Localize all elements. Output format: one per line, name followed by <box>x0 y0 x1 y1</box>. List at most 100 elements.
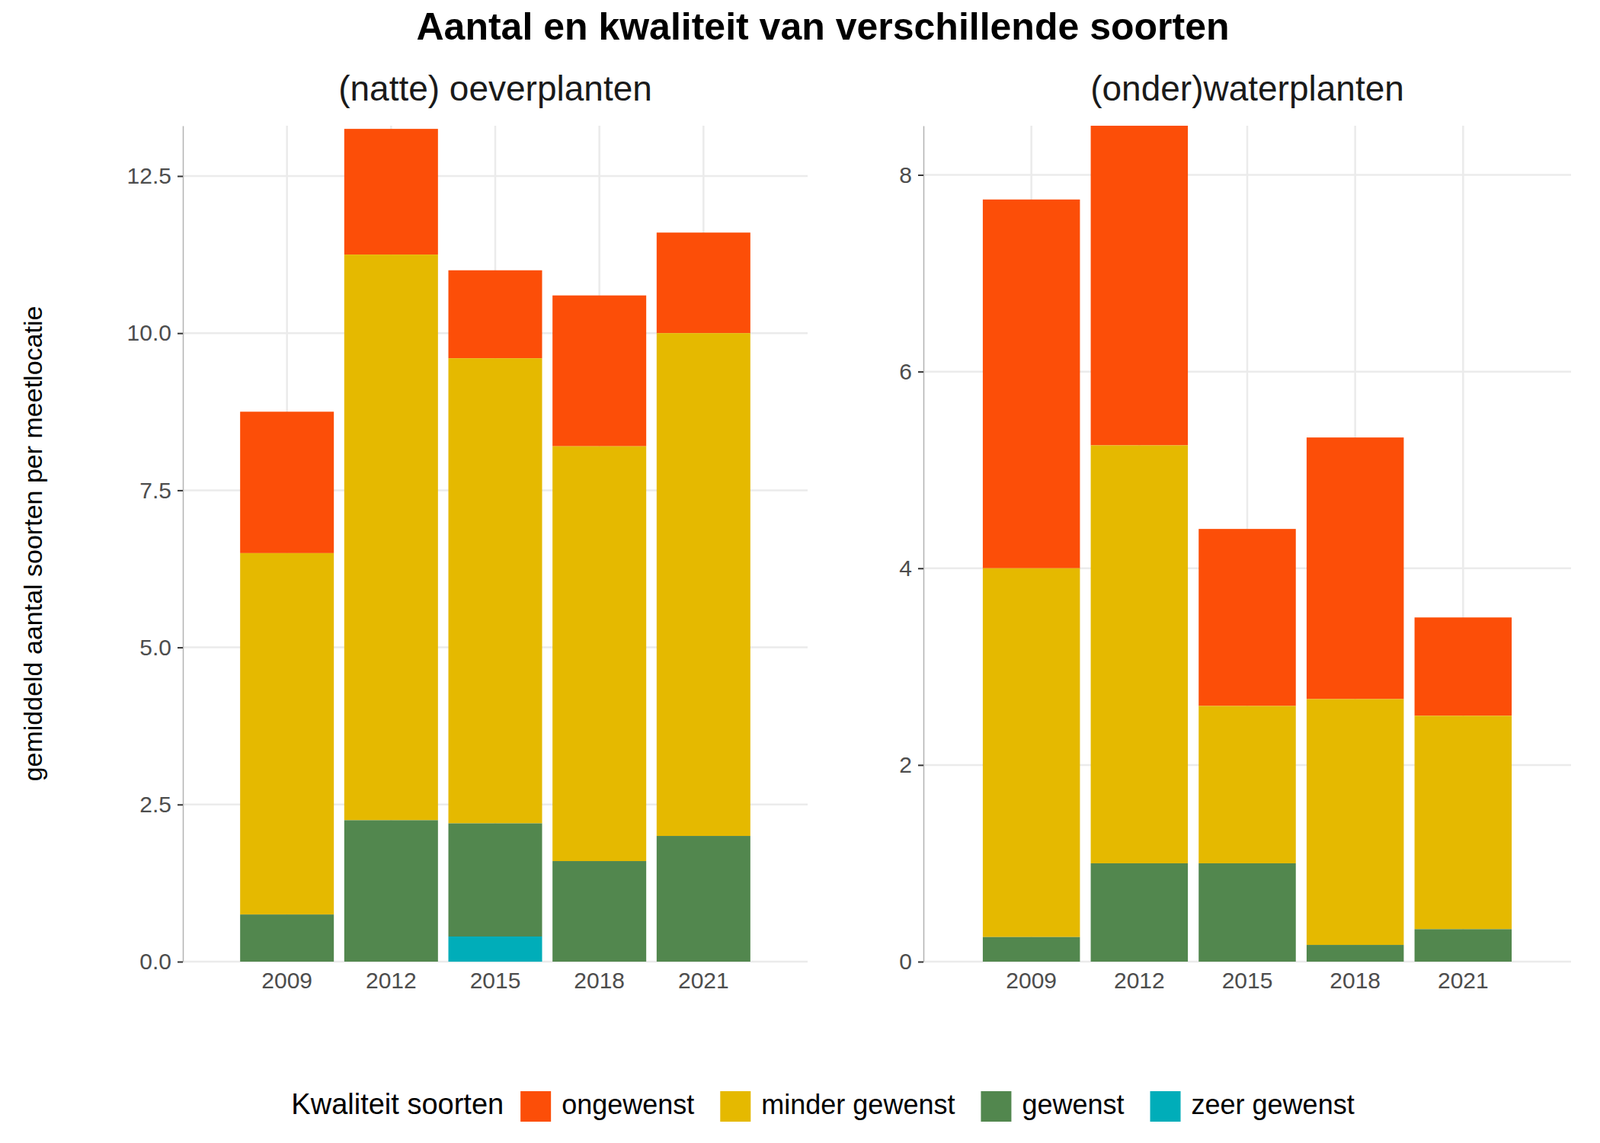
y-tick-label: 6 <box>899 358 912 384</box>
y-tick-mark <box>177 646 183 649</box>
bar <box>552 446 647 861</box>
bar <box>982 568 1081 938</box>
bar <box>982 937 1081 962</box>
title: Aantal en kwaliteit van verschillende so… <box>416 5 1229 48</box>
bar <box>344 128 439 255</box>
legend-item: minder gewenst <box>720 1088 955 1122</box>
y-tick-mark <box>918 764 924 766</box>
x-tick-label: 2009 <box>1005 967 1057 993</box>
legend-item: zeer gewenst <box>1150 1088 1355 1122</box>
y-tick-mark <box>918 174 924 176</box>
legend-swatch <box>720 1091 751 1122</box>
y-tick-label: 4 <box>899 555 912 581</box>
panel: (natte) oeverplanten 0.0 2.5 5.0 7.5 10.0 12.5… <box>127 68 808 993</box>
bar <box>1198 961 1296 963</box>
bar <box>344 819 439 962</box>
x-tick: 2018 <box>573 967 625 993</box>
bar <box>240 961 334 963</box>
y-tick: 6 <box>899 358 924 384</box>
x-tick: 2009 <box>1005 967 1057 993</box>
legend-swatch <box>980 1091 1012 1122</box>
legend-label: minder gewenst <box>761 1088 955 1120</box>
y-tick: 5.0 <box>139 634 183 660</box>
y-tick-label: 10.0 <box>127 320 172 346</box>
x-tick-label: 2009 <box>261 967 313 993</box>
legend: Kwaliteit soorten ongewenst minder gewenst… <box>291 1088 1354 1122</box>
x-axis: 2009 2012 2015 2018 2021 <box>261 967 729 993</box>
x-tick: 2012 <box>1113 967 1165 993</box>
y-tick-mark <box>177 489 183 492</box>
y-tick-mark <box>177 332 183 335</box>
x-tick-label: 2018 <box>573 967 625 993</box>
bar <box>1091 125 1189 445</box>
grid <box>923 125 1572 962</box>
y-tick-label: 2 <box>899 752 912 778</box>
bars <box>982 125 1512 962</box>
bar <box>1306 437 1405 699</box>
y-tick-mark <box>918 371 924 373</box>
y-axis: 0.0 2.5 5.0 7.5 10.0 12.5 <box>127 126 184 975</box>
y-tick: 4 <box>899 555 924 581</box>
x-tick: 2021 <box>1437 967 1489 993</box>
bar <box>240 553 334 915</box>
y-axis-line <box>923 126 925 963</box>
legend-label: zeer gewenst <box>1191 1088 1355 1120</box>
x-tick: 2018 <box>1329 967 1381 993</box>
x-tick-label: 2018 <box>1329 967 1381 993</box>
legend-item: gewenst <box>980 1088 1124 1122</box>
x-tick: 2021 <box>678 967 730 993</box>
x-tick: 2015 <box>470 967 522 993</box>
y-tick-mark <box>918 961 924 964</box>
bar <box>1306 698 1405 945</box>
bar <box>552 961 647 963</box>
bars <box>240 128 751 962</box>
bar <box>1414 715 1513 929</box>
y-tick-label: 0.0 <box>139 948 172 974</box>
x-tick-label: 2012 <box>1113 967 1165 993</box>
y-tick-mark <box>177 961 183 964</box>
y-tick-label: 8 <box>899 162 912 188</box>
y-axis-line <box>182 126 185 963</box>
x-tick-label: 2015 <box>470 967 522 993</box>
legend-swatch <box>1150 1091 1181 1122</box>
subtitle: (natte) oeverplanten <box>338 68 653 109</box>
y-tick-label: 2.5 <box>139 791 172 817</box>
y-tick: 7.5 <box>139 476 183 503</box>
legend-label: ongewenst <box>561 1088 695 1120</box>
bar <box>1198 528 1296 706</box>
bar <box>1306 944 1405 962</box>
panel: (onder)waterplanten024682009201220152018… <box>899 68 1572 993</box>
bar <box>448 936 543 962</box>
bar <box>552 860 647 962</box>
bar <box>1198 863 1296 962</box>
x-tick: 2015 <box>1222 967 1274 993</box>
bar <box>344 254 439 820</box>
bar <box>656 835 751 962</box>
bar <box>344 961 439 963</box>
y-tick-label: 5.0 <box>139 634 172 660</box>
bar <box>552 295 647 447</box>
x-tick-label: 2012 <box>365 967 417 993</box>
bar <box>1091 863 1189 962</box>
bar <box>1414 617 1513 716</box>
bar <box>1091 444 1189 864</box>
bar <box>982 199 1081 569</box>
y-tick-label: 12.5 <box>127 163 172 189</box>
y-tick: 10.0 <box>127 320 183 346</box>
bar <box>1414 961 1513 963</box>
y-tick-mark <box>918 567 924 570</box>
x-axis: 2009 2012 2015 2018 2021 <box>1005 967 1488 993</box>
x-tick: 2009 <box>261 967 313 993</box>
legend-title: Kwaliteit soorten <box>291 1088 504 1120</box>
x-tick: 2012 <box>365 967 417 993</box>
x-tick-label: 2021 <box>1437 967 1489 993</box>
bar <box>448 823 543 937</box>
y-tick: 12.5 <box>127 163 183 189</box>
bar <box>1414 928 1513 962</box>
x-tick-label: 2021 <box>678 967 730 993</box>
y-tick-label: 7.5 <box>139 476 172 503</box>
y-tick: 2 <box>899 752 924 778</box>
bar <box>1306 961 1405 963</box>
bar <box>240 914 334 962</box>
y-tick-mark <box>177 803 183 806</box>
